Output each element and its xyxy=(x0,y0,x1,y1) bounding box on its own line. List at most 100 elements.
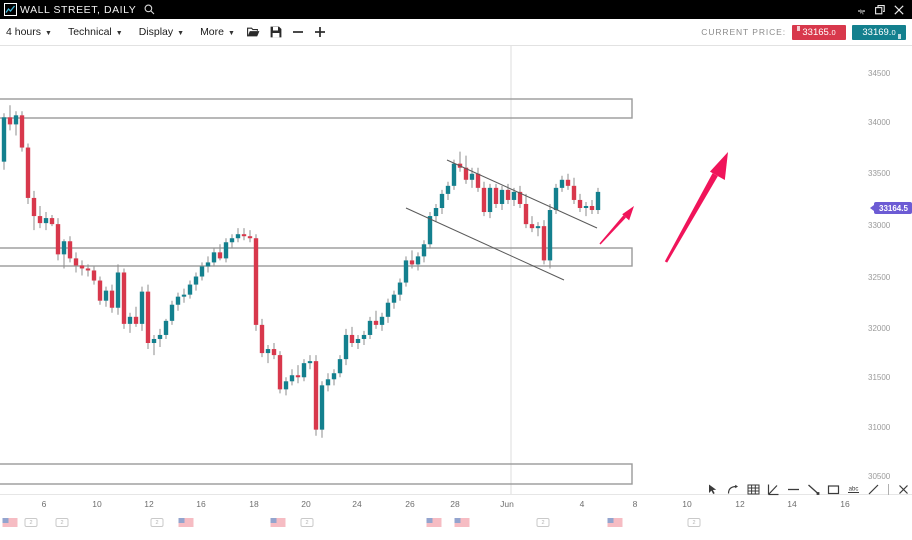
candle-body xyxy=(493,187,499,204)
time-tick-8: 8 xyxy=(632,499,638,509)
timeframe-dropdown[interactable]: 4 hours ▼ xyxy=(0,19,60,46)
candle-body xyxy=(517,191,523,204)
time-tick-28: 28 xyxy=(450,499,460,509)
current-price-label: CURRENT PRICE: xyxy=(701,27,786,37)
economic-event-calendar-icon[interactable]: 2 xyxy=(24,518,38,527)
small-bull-arrow[interactable] xyxy=(599,206,634,245)
economic-event-calendar-icon[interactable]: 2 xyxy=(687,518,701,527)
fib-grid-tool[interactable] xyxy=(746,482,761,497)
drawing-tools-bar: abc xyxy=(706,479,911,499)
economic-event-flag-icon[interactable] xyxy=(2,518,18,527)
close-icon[interactable] xyxy=(894,4,904,15)
price-axis[interactable]: 34500 34000 33500 33000 32500 32000 31500 31000… xyxy=(860,46,912,494)
candle-body xyxy=(319,385,325,430)
time-tick-10: 10 xyxy=(682,499,692,509)
candle-body xyxy=(451,163,457,186)
curve-tool[interactable] xyxy=(726,482,741,497)
calendar-icon: 2 xyxy=(150,518,164,527)
candle-body xyxy=(331,373,337,380)
economic-event-flag-icon[interactable] xyxy=(454,518,470,527)
price-tick-31500: 31500 xyxy=(868,373,891,382)
lower-support-zone[interactable] xyxy=(0,463,633,485)
time-tick-20: 20 xyxy=(301,499,311,509)
timeframe-label: 4 hours xyxy=(6,26,42,38)
upper-resistance-zone[interactable] xyxy=(0,98,633,119)
candle-body xyxy=(547,210,553,261)
channel-upper[interactable] xyxy=(446,159,598,229)
candle-body xyxy=(529,224,535,229)
candle-body xyxy=(589,205,595,211)
arrow-head xyxy=(622,206,634,221)
ray-tool[interactable] xyxy=(866,482,881,497)
candle-body xyxy=(109,290,115,308)
minimize-icon[interactable] xyxy=(857,5,866,14)
window-controls xyxy=(857,4,912,15)
candle-body xyxy=(535,226,541,229)
candle-body xyxy=(289,375,295,382)
save-icon[interactable] xyxy=(265,19,287,46)
close-toolbar[interactable] xyxy=(896,482,911,497)
economic-event-flag-icon[interactable] xyxy=(270,518,286,527)
candle-body xyxy=(115,272,121,308)
candle-body xyxy=(277,355,283,390)
chevron-down-icon: ▼ xyxy=(45,29,52,37)
line-chart-logo-icon xyxy=(0,0,20,19)
flag-icon xyxy=(270,518,286,527)
search-icon[interactable] xyxy=(144,4,155,15)
candle-body xyxy=(325,379,331,386)
mid-support-zone[interactable] xyxy=(0,247,633,267)
candle-body xyxy=(259,324,265,354)
candle-body xyxy=(211,252,217,263)
rectangle-tool[interactable] xyxy=(826,482,841,497)
candle-body xyxy=(205,262,211,267)
minus-icon[interactable] xyxy=(287,19,309,46)
title-bar: WALL STREET, DAILY xyxy=(0,0,912,19)
restore-icon[interactable] xyxy=(875,4,885,15)
candlestick-chart-canvas[interactable] xyxy=(0,46,912,494)
economic-event-flag-icon[interactable] xyxy=(607,518,623,527)
chevron-down-icon: ▼ xyxy=(177,29,185,37)
candle-body xyxy=(523,203,529,225)
angle-tool[interactable] xyxy=(766,482,781,497)
abc-tool[interactable]: abc xyxy=(846,482,861,497)
candle-body xyxy=(541,226,547,261)
plus-icon[interactable] xyxy=(309,19,331,46)
economic-event-calendar-icon[interactable]: 2 xyxy=(300,518,314,527)
candle-body xyxy=(379,316,385,325)
price-tick-32500: 32500 xyxy=(868,273,891,282)
economic-event-calendar-icon[interactable]: 2 xyxy=(55,518,69,527)
sell-tick-indicator xyxy=(797,25,800,31)
economic-event-flag-icon[interactable] xyxy=(426,518,442,527)
price-tick-30500: 30500 xyxy=(868,472,891,481)
candle-body xyxy=(409,260,415,265)
candle-body xyxy=(307,361,313,364)
candle-body xyxy=(295,375,301,378)
channel-lower[interactable] xyxy=(405,207,565,281)
chevron-down-icon: ▼ xyxy=(228,29,235,37)
time-axis[interactable]: 6 10 12 16 18 20 24 26 28 Jun 4 8 10 12 14 16 2 2 2 2 2 2 xyxy=(0,494,912,540)
price-tick-31000: 31000 xyxy=(868,423,891,432)
economic-event-calendar-icon[interactable]: 2 xyxy=(150,518,164,527)
time-tick-6: 6 xyxy=(41,499,47,509)
economic-event-flag-icon[interactable] xyxy=(178,518,194,527)
candle-body xyxy=(385,302,391,317)
horizontal-line-tool[interactable] xyxy=(786,482,801,497)
time-tick-14: 14 xyxy=(787,499,797,509)
candle-body xyxy=(37,216,43,224)
sell-price-button[interactable]: 33165. 0 xyxy=(792,24,846,40)
price-tick-33500: 33500 xyxy=(868,169,891,178)
sell-price-value: 33165. xyxy=(802,26,832,38)
candle-body xyxy=(181,294,187,297)
economic-event-calendar-icon[interactable]: 2 xyxy=(536,518,550,527)
more-dropdown[interactable]: More ▼ xyxy=(192,19,243,46)
buy-price-button[interactable]: 33169. 0 xyxy=(852,24,906,40)
cursor-tool[interactable] xyxy=(706,482,721,497)
display-dropdown[interactable]: Display ▼ xyxy=(131,19,192,46)
trend-line-tool[interactable] xyxy=(806,482,821,497)
candle-body xyxy=(559,179,565,188)
technical-dropdown[interactable]: Technical ▼ xyxy=(60,19,131,46)
folder-open-icon[interactable] xyxy=(243,19,265,46)
large-bull-arrow[interactable] xyxy=(664,152,728,263)
chart-toolbar: 4 hours ▼ Technical ▼ Display ▼ More ▼ xyxy=(0,19,912,46)
